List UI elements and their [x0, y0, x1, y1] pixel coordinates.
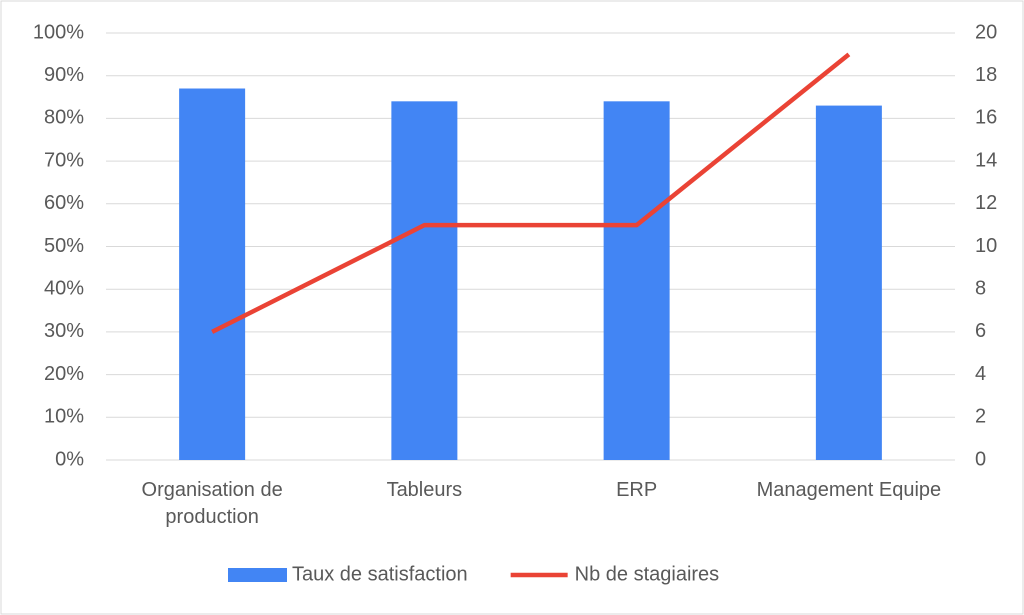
y2-tick-label: 8	[975, 277, 986, 299]
y-tick-label: 30%	[44, 320, 84, 342]
y-tick-label: 0%	[55, 448, 84, 470]
y-tick-label: 90%	[44, 64, 84, 86]
bar	[391, 101, 458, 460]
y2-tick-label: 4	[975, 363, 986, 385]
x-tick-label: Organisation de production	[141, 479, 283, 528]
bar	[603, 101, 670, 460]
legend-swatch	[228, 568, 287, 582]
y-tick-label: 10%	[44, 406, 84, 428]
y2-tick-label: 12	[975, 192, 997, 214]
x-tick-label: ERP	[616, 479, 658, 501]
y2-tick-label: 2	[975, 406, 986, 428]
y2-tick-label: 0	[975, 448, 986, 470]
y-tick-label: 20%	[44, 363, 84, 385]
legend-label: Nb de stagiaires	[575, 563, 720, 585]
y-tick-label: 80%	[44, 107, 84, 129]
y-tick-label: 100%	[33, 21, 84, 43]
y-tick-label: 40%	[44, 277, 84, 299]
y2-tick-label: 20	[975, 21, 997, 43]
x-tick-label: Tableurs	[386, 479, 463, 501]
y2-tick-label: 10	[975, 235, 997, 257]
x-tick-label: Management Equipe	[756, 479, 942, 501]
bar	[179, 88, 246, 460]
y2-tick-label: 18	[975, 64, 997, 86]
bar	[815, 105, 882, 460]
y2-tick-label: 14	[975, 149, 997, 171]
y-tick-label: 50%	[44, 235, 84, 257]
legend-label: Taux de satisfaction	[292, 563, 468, 585]
line	[211, 52, 851, 334]
y2-tick-label: 6	[975, 320, 986, 342]
y2-tick-label: 16	[975, 107, 997, 129]
y-tick-label: 70%	[44, 149, 84, 171]
y-tick-label: 60%	[44, 192, 84, 214]
